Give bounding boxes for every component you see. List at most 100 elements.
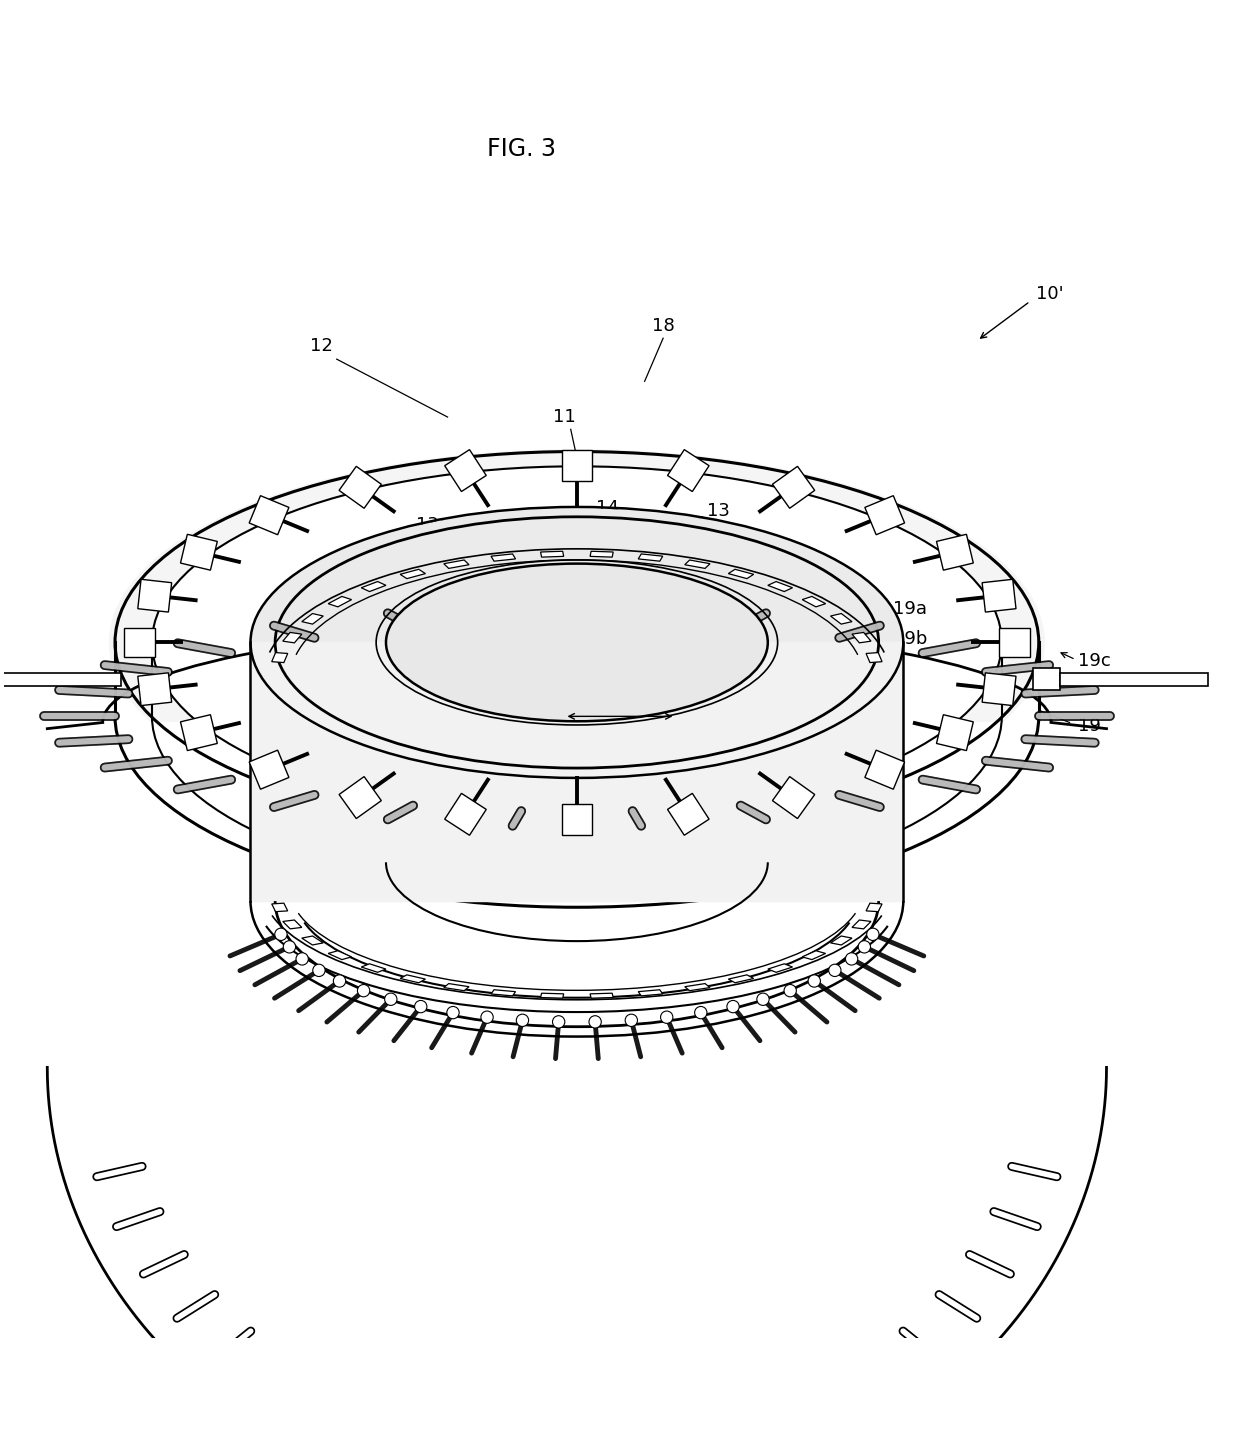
Polygon shape (590, 551, 614, 558)
Polygon shape (852, 920, 870, 929)
Polygon shape (361, 581, 386, 591)
Circle shape (414, 1000, 427, 1013)
Text: 19c: 19c (1078, 652, 1111, 670)
Polygon shape (491, 553, 516, 561)
Polygon shape (773, 776, 815, 818)
Circle shape (846, 952, 858, 965)
Polygon shape (982, 673, 1016, 705)
Polygon shape (283, 633, 301, 643)
Circle shape (784, 984, 796, 997)
Circle shape (357, 984, 370, 997)
Polygon shape (124, 627, 155, 657)
Polygon shape (445, 793, 486, 835)
Polygon shape (1033, 668, 1060, 691)
Text: 11: 11 (553, 407, 575, 426)
Text: 13a: 13a (415, 516, 450, 535)
Circle shape (283, 941, 295, 954)
Polygon shape (272, 903, 288, 912)
Text: 13: 13 (707, 501, 730, 520)
Circle shape (828, 964, 841, 977)
Polygon shape (684, 561, 711, 568)
Polygon shape (301, 614, 324, 624)
Polygon shape (138, 579, 171, 613)
Circle shape (481, 1011, 494, 1023)
Ellipse shape (252, 509, 901, 777)
Polygon shape (562, 805, 591, 835)
Polygon shape (768, 964, 792, 972)
Polygon shape (802, 597, 826, 607)
Text: 13b: 13b (458, 565, 492, 582)
Circle shape (446, 1007, 459, 1019)
Text: 18: 18 (652, 316, 675, 335)
Polygon shape (936, 715, 973, 750)
Polygon shape (329, 951, 352, 959)
Polygon shape (329, 597, 352, 607)
Polygon shape (639, 990, 662, 996)
Circle shape (756, 993, 769, 1006)
Polygon shape (667, 793, 709, 835)
Circle shape (384, 993, 397, 1006)
Polygon shape (401, 975, 425, 983)
Polygon shape (541, 993, 564, 998)
Text: 10': 10' (1037, 285, 1064, 303)
Circle shape (312, 964, 325, 977)
Polygon shape (361, 964, 386, 972)
Text: FIG. 3: FIG. 3 (487, 137, 556, 162)
Text: 12: 12 (310, 337, 334, 354)
Circle shape (553, 1016, 564, 1027)
Polygon shape (272, 653, 288, 663)
Polygon shape (768, 581, 792, 591)
Ellipse shape (154, 468, 1001, 818)
Text: 15: 15 (609, 574, 631, 591)
Polygon shape (249, 750, 289, 789)
Text: 19: 19 (1078, 717, 1101, 736)
Polygon shape (831, 936, 852, 945)
Circle shape (867, 928, 879, 941)
Polygon shape (445, 449, 486, 491)
Polygon shape (639, 553, 662, 561)
Polygon shape (181, 535, 217, 571)
Polygon shape (852, 633, 870, 643)
Polygon shape (866, 653, 882, 663)
Polygon shape (728, 569, 754, 578)
Polygon shape (283, 920, 301, 929)
Polygon shape (982, 579, 1016, 613)
Polygon shape (301, 936, 324, 945)
Circle shape (661, 1011, 673, 1023)
Polygon shape (249, 496, 289, 535)
Polygon shape (936, 535, 973, 571)
Circle shape (625, 1014, 637, 1026)
Polygon shape (562, 449, 591, 481)
Polygon shape (684, 984, 711, 991)
Polygon shape (728, 975, 754, 983)
Circle shape (694, 1007, 707, 1019)
Circle shape (858, 941, 870, 954)
Polygon shape (339, 776, 382, 818)
Circle shape (334, 975, 346, 987)
Polygon shape (541, 551, 564, 558)
Polygon shape (667, 449, 709, 491)
Circle shape (808, 975, 821, 987)
Polygon shape (831, 614, 852, 624)
Polygon shape (866, 903, 882, 912)
Polygon shape (0, 673, 122, 685)
Polygon shape (444, 984, 469, 991)
Polygon shape (138, 673, 171, 705)
Polygon shape (444, 561, 469, 568)
Polygon shape (864, 496, 905, 535)
Polygon shape (864, 750, 905, 789)
Polygon shape (47, 722, 1106, 1445)
Polygon shape (339, 467, 382, 509)
Polygon shape (401, 569, 425, 578)
Polygon shape (590, 993, 614, 998)
Polygon shape (491, 990, 516, 996)
Circle shape (516, 1014, 528, 1026)
Circle shape (727, 1000, 739, 1013)
Circle shape (296, 952, 309, 965)
Polygon shape (1060, 673, 1208, 685)
Circle shape (589, 1016, 601, 1027)
Circle shape (275, 928, 288, 941)
Polygon shape (802, 951, 826, 959)
Polygon shape (181, 715, 217, 750)
Ellipse shape (109, 449, 1045, 835)
